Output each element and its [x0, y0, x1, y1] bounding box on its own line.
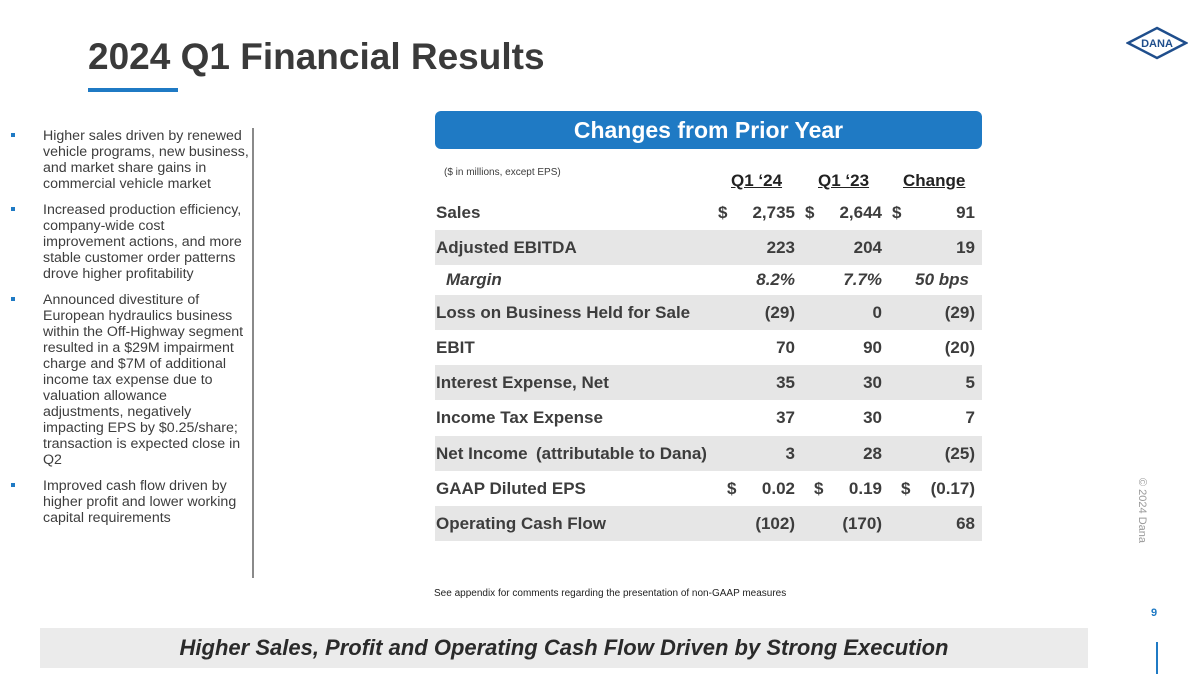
bullet-item: Increased production efficiency, company…	[10, 202, 250, 282]
cell-q124: 8.2%	[756, 270, 795, 289]
column-header-q124: Q1 ‘24	[731, 171, 783, 190]
cell-q123: 30	[863, 408, 882, 427]
table-row: Sales 2,735 $2,644 $91 $	[435, 195, 982, 230]
row-label: EBIT	[436, 338, 475, 357]
table-row: Adjusted EBITDA 223 204 19	[435, 230, 982, 265]
cell-change: 5	[965, 373, 975, 392]
row-label: Loss on Business Held for Sale	[436, 303, 691, 322]
dollar-sign: $	[727, 479, 737, 498]
cell-change: (25)	[944, 444, 975, 463]
bullet-item: Announced divestiture of European hydrau…	[10, 292, 250, 468]
dollar-sign: $	[805, 203, 815, 222]
cell-q124: 70	[776, 338, 795, 357]
row-label: Adjusted EBITDA	[436, 238, 577, 257]
bullet-list: Higher sales driven by renewed vehicle p…	[10, 128, 250, 536]
bullet-marker	[11, 297, 15, 301]
cell-change: (20)	[944, 338, 975, 357]
cell-q123: 30	[863, 373, 882, 392]
cell-change: (0.17)	[930, 479, 975, 498]
cell-q124: 223	[766, 238, 795, 257]
cell-q124: 35	[776, 373, 795, 392]
cell-q123: 28	[863, 444, 882, 463]
dollar-sign: $	[901, 479, 911, 498]
cell-q124: (102)	[755, 514, 795, 533]
table-row: GAAP Diluted EPS 0.02 $0.19 $ (0.17) $	[435, 471, 982, 506]
vertical-divider	[252, 128, 254, 578]
cell-change: 91	[956, 203, 975, 222]
row-label: Operating Cash Flow	[436, 514, 607, 533]
dana-logo: DANA	[1126, 26, 1188, 60]
dollar-sign: $	[718, 203, 728, 222]
bullet-marker	[11, 207, 15, 211]
row-label: Sales	[436, 203, 481, 222]
row-label: Net Income	[436, 444, 528, 463]
table-row: Loss on Business Held for Sale (29) 0 (29)	[435, 295, 982, 330]
cell-q123: 7.7%	[843, 270, 882, 289]
row-label-note: (attributable to Dana)	[536, 444, 707, 463]
cell-change: 68	[956, 514, 975, 533]
cell-change: (29)	[944, 303, 975, 322]
cell-q123: (170)	[842, 514, 882, 533]
bullet-item: Improved cash flow driven by higher prof…	[10, 478, 250, 526]
column-header-change: Change	[903, 171, 966, 190]
cell-q123: 204	[853, 238, 882, 257]
dollar-sign: $	[892, 203, 902, 222]
bullet-marker	[11, 133, 15, 137]
cell-q123: 0	[872, 303, 882, 322]
table-row: Net Income (attributable to Dana) 3 28 (25)	[435, 436, 982, 471]
cell-change: 50 bps	[915, 270, 969, 289]
cell-change: 19	[956, 238, 975, 257]
cell-q123: 0.19	[848, 479, 882, 498]
table-row: Income Tax Expense 37 30 7	[435, 400, 982, 435]
cell-q124: 3	[785, 444, 795, 463]
logo-text: DANA	[1141, 38, 1173, 50]
row-label: GAAP Diluted EPS	[436, 479, 586, 498]
row-label: Interest Expense, Net	[436, 373, 609, 392]
table-row: EBIT 70 90 (20)	[435, 330, 982, 365]
units-note: ($ in millions, except EPS)	[444, 167, 561, 178]
bullet-item: Higher sales driven by renewed vehicle p…	[10, 128, 250, 192]
cell-q123: 90	[863, 338, 882, 357]
table-row: Interest Expense, Net 35 30 5	[435, 365, 982, 400]
dollar-sign: $	[814, 479, 824, 498]
section-banner: Changes from Prior Year	[435, 111, 982, 149]
row-label: Margin	[446, 270, 502, 289]
cell-q124: 2,735	[752, 203, 795, 222]
column-header-q123: Q1 ‘23	[818, 171, 870, 190]
page-title: 2024 Q1 Financial Results	[88, 36, 545, 77]
tagline-banner: Higher Sales, Profit and Operating Cash …	[40, 628, 1088, 668]
cell-q123: 2,644	[839, 203, 882, 222]
cell-change: 7	[965, 408, 975, 427]
copyright: © 2024 Dana	[1136, 478, 1148, 543]
footnote: See appendix for comments regarding the …	[434, 588, 787, 599]
cell-q124: 0.02	[761, 479, 795, 498]
table-row: Operating Cash Flow (102) (170) 68	[435, 506, 982, 541]
row-label: Income Tax Expense	[436, 408, 603, 427]
cell-q124: 37	[776, 408, 795, 427]
title-underline	[88, 88, 178, 92]
page-number: 9	[1151, 607, 1158, 619]
table-row: Margin 8.2% 7.7% 50 bps	[435, 265, 982, 295]
cell-q124: (29)	[764, 303, 795, 322]
bullet-marker	[11, 483, 15, 487]
page-accent-bar	[1156, 642, 1158, 674]
